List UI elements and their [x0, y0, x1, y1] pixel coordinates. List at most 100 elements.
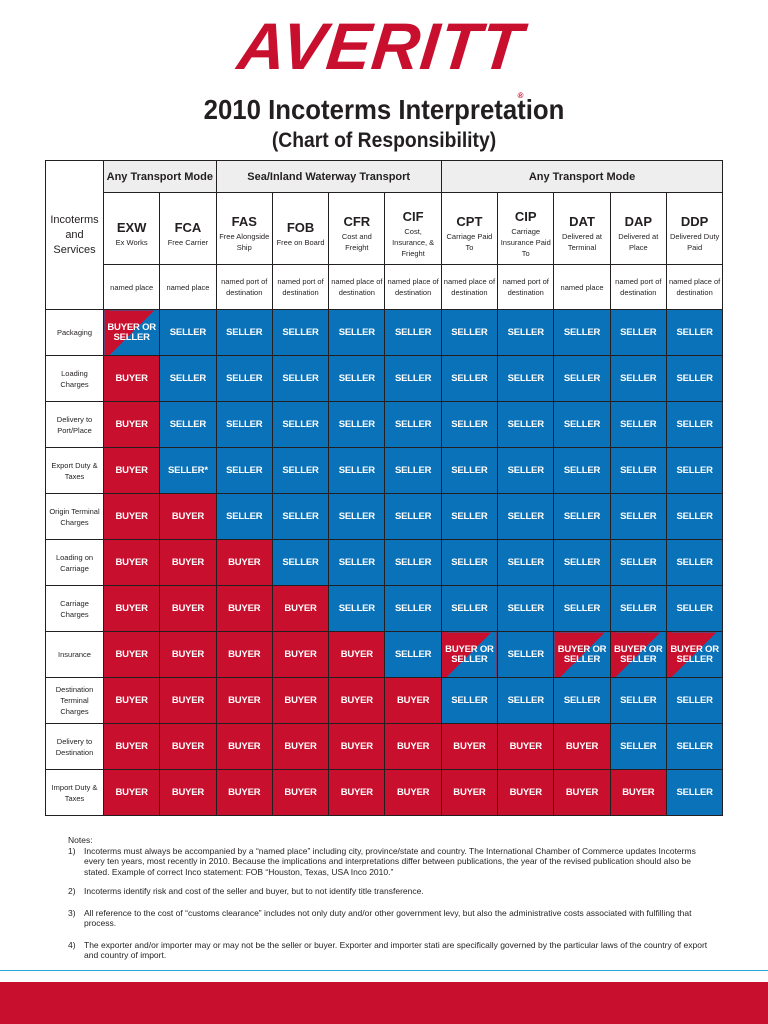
responsibility-cell: BUYER	[159, 539, 217, 586]
responsibility-cell: SELLER	[384, 401, 442, 448]
named-place-label: named place	[159, 264, 217, 310]
responsibility-cell: BUYER	[102, 493, 161, 540]
responsibility-cell: BUYER	[440, 723, 499, 770]
service-label: Insurance	[45, 631, 104, 678]
responsibility-cell: BUYER	[102, 631, 161, 678]
responsibility-cell: SELLER	[553, 677, 611, 724]
term-description: Carriage Paid To	[446, 232, 493, 252]
responsibility-cell: BUYER	[159, 723, 217, 770]
responsibility-cell: SELLER	[665, 309, 724, 356]
responsibility-cell: BUYER	[271, 585, 330, 632]
service-row: Loading Charges BUYER SELLER SELLER SELLER SE…	[45, 355, 724, 402]
responsibility-cell: BUYER	[102, 769, 161, 816]
page-subtitle: (Chart of Responsibility)	[271, 129, 497, 152]
responsibility-cell: SELLER	[440, 401, 499, 448]
service-label: Loading on Carriage	[45, 539, 104, 586]
service-label: Import Duty & Taxes	[45, 769, 104, 816]
named-place-label: named place of destination	[665, 264, 724, 310]
responsibility-cell: SELLER	[553, 401, 611, 448]
named-place-label: named port of destination	[497, 264, 555, 310]
service-row: Import Duty & Taxes BUYER BUYER BUYER BUYER B…	[45, 769, 724, 816]
term-description: Cost and Freight	[341, 232, 372, 252]
term-description: Free Alongside Ship	[219, 232, 270, 252]
named-place-label: named place of destination	[384, 264, 442, 310]
responsibility-cell: SELLER	[497, 401, 555, 448]
responsibility-cell: SELLER	[553, 309, 611, 356]
responsibility-cell: BUYER	[159, 585, 217, 632]
responsibility-cell: SELLER	[159, 401, 217, 448]
term-header-cip: CIP Carriage Insurance Paid To	[497, 192, 555, 265]
service-label: Packaging	[45, 309, 104, 356]
term-header-fas: FAS Free Alongside Ship	[215, 192, 273, 265]
notes-section: Notes: 1) Incoterms must always be accomp…	[68, 835, 708, 972]
responsibility-cell: SELLER	[665, 401, 724, 448]
responsibility-cell: BUYER	[215, 769, 273, 816]
term-code: EXW	[116, 219, 147, 235]
responsibility-cell: BUYER	[159, 631, 217, 678]
term-code: FCA	[174, 219, 202, 235]
responsibility-cell: SELLER	[553, 493, 611, 540]
responsibility-cell: SELLER	[271, 539, 330, 586]
term-header-cpt: CPT Carriage Paid To	[440, 192, 499, 265]
responsibility-cell: BUYER	[271, 631, 330, 678]
note-item: 3) All reference to the cost of “customs …	[68, 908, 708, 929]
term-description: Cost, Insurance, & Frieght	[392, 226, 435, 258]
responsibility-cell: SELLER	[497, 447, 555, 494]
service-label: Delivery to Destination	[45, 723, 104, 770]
responsibility-cell: SELLER	[440, 447, 499, 494]
responsibility-cell: SELLER	[384, 631, 442, 678]
responsibility-cell: BUYER	[215, 723, 273, 770]
transport-group-header: Any Transport Mode	[103, 160, 217, 193]
service-label: Export Duty & Taxes	[45, 447, 104, 494]
responsibility-cell: BUYER	[497, 723, 555, 770]
term-code: FOB	[286, 219, 315, 235]
responsibility-cell: SELLER	[497, 677, 555, 724]
responsibility-cell: SELLER	[497, 493, 555, 540]
service-label: Loading Charges	[45, 355, 104, 402]
responsibility-cell: SELLER	[159, 355, 217, 402]
footer-band	[0, 982, 768, 1024]
responsibility-cell: SELLER	[609, 723, 667, 770]
service-row: Delivery to Port/Place BUYER SELLER SELLER S…	[45, 401, 724, 448]
responsibility-cell: BUYER OR SELLER	[609, 631, 667, 678]
responsibility-cell: BUYER	[159, 769, 217, 816]
term-description: Free Carrier	[167, 237, 209, 247]
responsibility-cell: SELLER	[440, 677, 499, 724]
responsibility-cell: SELLER	[497, 631, 555, 678]
logo-text: AVERITT	[234, 9, 527, 83]
responsibility-cell: SELLER	[328, 401, 386, 448]
term-code: CFR	[343, 214, 371, 229]
term-header-ddp: DDP Delivered Duty Paid	[665, 192, 724, 265]
responsibility-cell: SELLER	[215, 401, 273, 448]
responsibility-cell: BUYER	[102, 677, 161, 724]
responsibility-cell: BUYER	[271, 723, 330, 770]
responsibility-cell: SELLER	[384, 539, 442, 586]
service-row: Packaging BUYER OR SELLER SELLER SELLER SELL…	[45, 309, 724, 356]
term-description: Delivered Duty Paid	[670, 232, 720, 252]
responsibility-cell: SELLER	[609, 539, 667, 586]
responsibility-cell: SELLER	[215, 493, 273, 540]
note-number: 2)	[68, 886, 76, 896]
responsibility-cell: BUYER	[271, 677, 330, 724]
responsibility-cell: SELLER	[215, 355, 273, 402]
responsibility-cell: SELLER	[440, 585, 499, 632]
named-place-label: named place	[102, 264, 161, 310]
responsibility-cell: SELLER	[665, 769, 724, 816]
term-header-exw: EXW Ex Works	[102, 192, 161, 265]
responsibility-cell: SELLER	[665, 539, 724, 586]
note-item: 4) The exporter and/or importer may or ma…	[68, 940, 708, 961]
responsibility-cell: BUYER	[609, 769, 667, 816]
term-header-fob: FOB Free on Board	[271, 192, 330, 265]
responsibility-cell: SELLER	[328, 355, 386, 402]
responsibility-cell: SELLER	[271, 493, 330, 540]
responsibility-cell: SELLER	[609, 585, 667, 632]
responsibility-cell: SELLER	[665, 723, 724, 770]
responsibility-cell: BUYER	[271, 769, 330, 816]
service-row: Carriage Charges BUYER BUYER BUYER BUYER SELL…	[45, 585, 724, 632]
term-code: DDP	[680, 214, 709, 229]
responsibility-cell: SELLER	[665, 493, 724, 540]
responsibility-cell: BUYER	[384, 723, 442, 770]
responsibility-cell: SELLER	[384, 493, 442, 540]
named-place-row: named place named place named port of dest…	[46, 264, 724, 310]
term-header-dat: DAT Delivered at Terminal	[553, 192, 611, 265]
